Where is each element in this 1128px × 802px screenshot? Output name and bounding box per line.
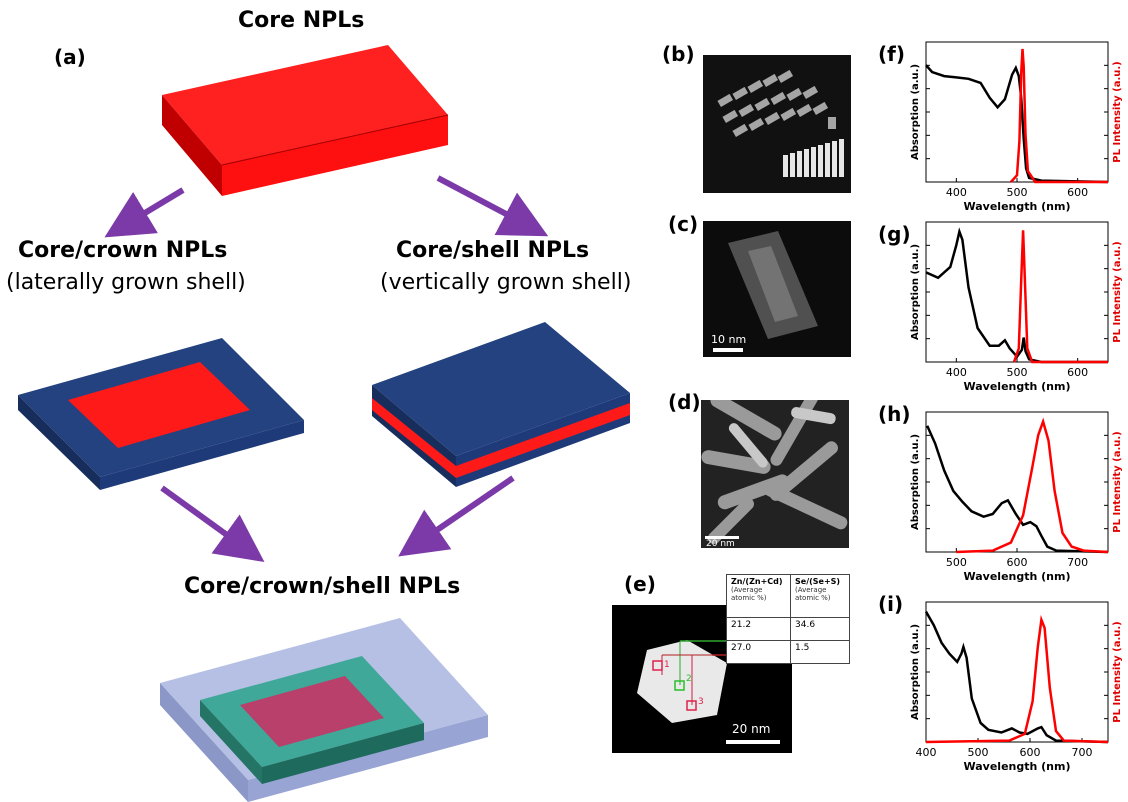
panel-label-h: (h) [878, 402, 911, 426]
absorption-line [924, 610, 1109, 744]
composition-table: Zn/(Zn+Cd) (Average atomic %) Se/(Se+S) … [726, 574, 850, 664]
tem-image-d: 20 nm [701, 400, 849, 548]
panel-label-b: (b) [662, 42, 695, 66]
table-row: 27.0 1.5 [726, 640, 850, 664]
x-axis-label: Wavelength (nm) [964, 380, 1071, 393]
y-axis-label-right: PL Intensity (a.u.) [1112, 431, 1123, 532]
table-cell: 27.0 [726, 640, 791, 664]
npl-schematic [18, 45, 630, 802]
x-tick-label: 500 [968, 746, 989, 759]
ccs-npl-title: Core/crown/shell NPLs [184, 574, 461, 599]
panel-label-f: (f) [878, 42, 905, 66]
table-row: 21.2 34.6 [726, 617, 850, 641]
y-axis-label-left: Absorption (a.u.) [910, 64, 921, 160]
core-npl-title: Core NPLs [238, 8, 365, 33]
core-crown-npl-block [18, 338, 304, 490]
table-header-zn-title: Zn/(Zn+Cd) [731, 577, 783, 586]
absorption-line [925, 227, 1108, 364]
panel-label-e: (e) [624, 572, 656, 596]
x-tick-label: 700 [1067, 556, 1088, 569]
tem-c-scale-label: 10 nm [711, 333, 746, 346]
x-tick-label: 600 [1067, 186, 1088, 199]
pl-line [925, 614, 1109, 744]
panel-label-i: (i) [878, 592, 904, 616]
table-header-zn-sub: (Average atomic %) [731, 586, 767, 602]
table-header-zn: Zn/(Zn+Cd) (Average atomic %) [726, 574, 791, 618]
plot-frame [925, 601, 1109, 743]
table-header-se-title: Se/(Se+S) [795, 577, 841, 586]
panel-label-a: (a) [54, 45, 86, 69]
y-axis-label-right: PL Intensity (a.u.) [1112, 621, 1123, 722]
table-cell: 1.5 [790, 640, 850, 664]
plot-frame [925, 221, 1109, 363]
y-axis-label-right: PL Intensity (a.u.) [1112, 241, 1123, 342]
crown-npl-subtitle: (laterally grown shell) [6, 270, 246, 295]
tem-e-scale-label: 20 nm [732, 722, 770, 736]
table-header-se-sub: (Average atomic %) [795, 586, 831, 602]
tem-image-b [703, 55, 851, 193]
tem-image-c: 10 nm [703, 221, 851, 357]
core-crown-shell-npl-block [160, 618, 488, 802]
x-tick-label: 400 [946, 186, 967, 199]
tem-d-scale-label: 20 nm [706, 539, 735, 548]
x-tick-label: 500 [946, 556, 967, 569]
table-header-row: Zn/(Zn+Cd) (Average atomic %) Se/(Se+S) … [726, 574, 850, 618]
x-tick-label: 600 [1020, 746, 1041, 759]
x-tick-label: 400 [916, 746, 937, 759]
pl-line [956, 417, 1109, 554]
y-axis-label-left: Absorption (a.u.) [910, 244, 921, 340]
arrow-crown-to-ccs [160, 485, 265, 563]
arrow-shell-to-ccs [398, 475, 515, 557]
y-axis-label-right: PL Intensity (a.u.) [1112, 61, 1123, 162]
x-axis-label: Wavelength (nm) [964, 760, 1071, 773]
pl-line [1012, 230, 1108, 364]
x-tick-label: 600 [1067, 366, 1088, 379]
x-tick-label: 700 [1072, 746, 1093, 759]
tem-e-point-3: 3 [698, 697, 704, 707]
crown-npl-title: Core/crown NPLs [18, 238, 228, 263]
arrow-to-crown [104, 187, 185, 238]
table-header-se: Se/(Se+S) (Average atomic %) [790, 574, 850, 618]
shell-npl-subtitle: (vertically grown shell) [380, 270, 632, 295]
absorption-line [926, 425, 1109, 554]
panel-label-d: (d) [668, 390, 701, 414]
x-axis-label: Wavelength (nm) [964, 570, 1071, 583]
shell-npl-title: Core/shell NPLs [396, 238, 590, 263]
tem-e-point-1: 1 [664, 660, 670, 670]
y-axis-label-left: Absorption (a.u.) [910, 624, 921, 720]
x-tick-label: 500 [1007, 366, 1028, 379]
arrow-to-shell [436, 175, 549, 237]
table-cell: 34.6 [790, 617, 850, 641]
y-axis-label-left: Absorption (a.u.) [910, 434, 921, 530]
core-npl-block [162, 45, 449, 196]
pl-line [1009, 48, 1108, 184]
x-axis-label: Wavelength (nm) [964, 200, 1071, 213]
x-tick-label: 600 [1007, 556, 1028, 569]
x-tick-label: 500 [1007, 186, 1028, 199]
panel-label-g: (g) [878, 222, 911, 246]
tem-e-point-2: 2 [686, 674, 692, 684]
x-tick-label: 400 [946, 366, 967, 379]
panel-label-c: (c) [668, 212, 699, 236]
core-shell-npl-block [372, 322, 630, 487]
table-cell: 21.2 [726, 617, 791, 641]
